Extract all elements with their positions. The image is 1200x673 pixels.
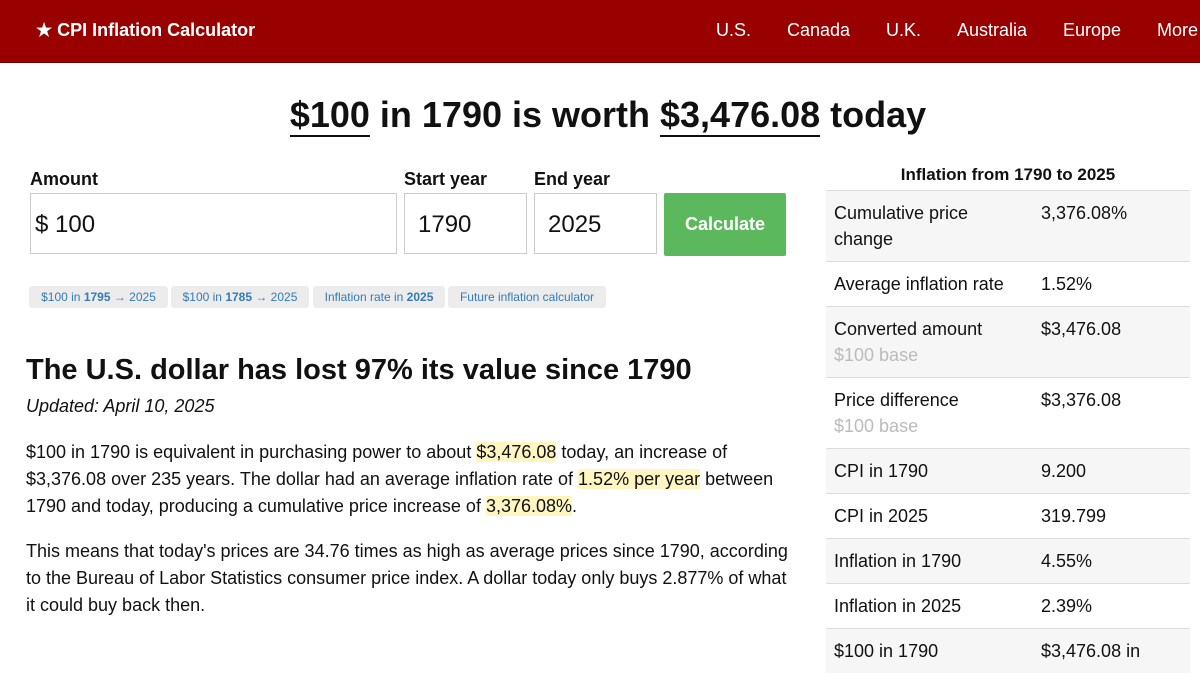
- nav-link[interactable]: More: [1157, 20, 1198, 41]
- value-text: 1.52%: [1041, 274, 1092, 294]
- label-text: $100 in 1790: [834, 641, 938, 661]
- table-row: CPI in 1790 9.200: [826, 449, 1190, 494]
- value-text: 3,376.08%: [1041, 203, 1127, 223]
- nav-link[interactable]: U.S.: [716, 20, 751, 41]
- nav-link[interactable]: Australia: [957, 20, 1027, 41]
- row-value: 4.55%: [1033, 539, 1190, 584]
- text: This means that today's prices are 34.76…: [26, 541, 788, 615]
- chip-text: → 2025: [252, 290, 297, 304]
- chip-text: 1795: [84, 290, 111, 304]
- headline: $100 in 1790 is worth $3,476.08 today: [0, 94, 1200, 136]
- label-text: CPI in 1790: [834, 461, 928, 481]
- headline-text: today: [820, 94, 926, 135]
- updated: Updated: April 10, 2025: [26, 396, 214, 417]
- value-text: 4.55%: [1041, 551, 1092, 571]
- table-row: Converted amount $100 base $3,476.08: [826, 307, 1190, 378]
- row-value: $3,476.08 in: [1033, 629, 1190, 673]
- chip-text: 2025: [407, 290, 434, 304]
- end-input[interactable]: 2025: [534, 193, 657, 254]
- paragraph: $100 in 1790 is equivalent in purchasing…: [26, 439, 796, 520]
- nav-link[interactable]: U.K.: [886, 20, 921, 41]
- paragraph: This means that today's prices are 34.76…: [26, 538, 796, 619]
- sub-label: $100 base: [834, 413, 1025, 439]
- body: {"header":{"brand":"★ CPI Inflation Calc…: [0, 0, 1200, 630]
- highlight: 3,376.08%: [486, 496, 572, 516]
- row-value: 9.200: [1033, 449, 1190, 494]
- row-value: 2.39%: [1033, 584, 1190, 629]
- sidebar-title: Inflation from 1790 to 2025: [826, 165, 1190, 185]
- table-row: CPI in 2025 319.799: [826, 494, 1190, 539]
- amount-value: 100: [55, 211, 95, 238]
- value-text: 319.799: [1041, 506, 1106, 526]
- table-row: Price difference $100 base $3,376.08: [826, 378, 1190, 449]
- headline-value: $3,476.08: [660, 94, 820, 137]
- value-text: $3,376.08: [1041, 390, 1121, 410]
- calculate-button[interactable]: Calculate: [664, 193, 786, 256]
- value-text: 2.39%: [1041, 596, 1092, 616]
- quick-link[interactable]: $100 in 1785 → 2025: [171, 286, 309, 308]
- end-label: End year: [534, 169, 610, 190]
- sub-label: $100 base: [834, 342, 1025, 368]
- quick-link[interactable]: $100 in 1795 → 2025: [29, 286, 168, 308]
- row-value: 1.52%: [1033, 262, 1190, 307]
- summary-table: Cumulative price change 3,376.08% Average …: [826, 190, 1190, 673]
- row-value: $3,476.08: [1033, 307, 1190, 378]
- value-text: 9.200: [1041, 461, 1086, 481]
- amount-input[interactable]: $ 100: [30, 193, 397, 254]
- highlight: 1.52% per year: [578, 469, 700, 489]
- currency: $: [35, 211, 48, 238]
- row-value: 319.799: [1033, 494, 1190, 539]
- chip-text: $100 in: [183, 290, 226, 304]
- label-text: Average inflation rate: [834, 274, 1004, 294]
- label-text: Price difference: [834, 390, 959, 410]
- article-heading: The U.S. dollar has lost 97% its value s…: [26, 354, 692, 387]
- table-row: Cumulative price change 3,376.08%: [826, 191, 1190, 262]
- headline-amount: $100: [290, 94, 370, 137]
- label-text: Cumulative price change: [834, 203, 968, 249]
- row-label: Price difference $100 base: [826, 378, 1033, 449]
- row-label: Average inflation rate: [826, 262, 1033, 307]
- chip-text: Future inflation calculator: [460, 290, 594, 304]
- headline-text: in 1790 is worth: [370, 94, 660, 135]
- value-text: $3,476.08 in: [1041, 641, 1140, 661]
- row-label: CPI in 2025: [826, 494, 1033, 539]
- row-label: CPI in 1790: [826, 449, 1033, 494]
- chip-text: 1785: [225, 290, 252, 304]
- label-text: Inflation in 2025: [834, 596, 961, 616]
- table-row: $100 in 1790 $3,476.08 in: [826, 629, 1190, 673]
- brand-link[interactable]: ★ CPI Inflation Calculator: [36, 20, 255, 41]
- amount-label: Amount: [30, 169, 98, 190]
- value-text: $3,476.08: [1041, 319, 1121, 339]
- table-row: Average inflation rate 1.52%: [826, 262, 1190, 307]
- quick-link[interactable]: Inflation rate in 2025: [313, 286, 445, 308]
- quick-link[interactable]: Future inflation calculator: [448, 286, 606, 308]
- row-value: $3,376.08: [1033, 378, 1190, 449]
- row-label: Cumulative price change: [826, 191, 1033, 262]
- start-input[interactable]: 1790: [404, 193, 527, 254]
- table-row: Inflation in 1790 4.55%: [826, 539, 1190, 584]
- text: .: [572, 496, 577, 516]
- row-label: Inflation in 2025: [826, 584, 1033, 629]
- highlight: $3,476.08: [476, 442, 556, 462]
- nav-link[interactable]: Canada: [787, 20, 850, 41]
- chip-text: $100 in: [41, 290, 84, 304]
- label-text: CPI in 2025: [834, 506, 928, 526]
- label-text: Inflation in 1790: [834, 551, 961, 571]
- row-label: Inflation in 1790: [826, 539, 1033, 584]
- text: $100 in 1790 is equivalent in purchasing…: [26, 442, 476, 462]
- nav-link[interactable]: Europe: [1063, 20, 1121, 41]
- chip-text: → 2025: [111, 290, 156, 304]
- label-text: Converted amount: [834, 319, 982, 339]
- row-label: Converted amount $100 base: [826, 307, 1033, 378]
- row-value: 3,376.08%: [1033, 191, 1190, 262]
- page: CPI Inflation Calculator html, body { ma…: [0, 0, 1200, 630]
- start-label: Start year: [404, 169, 487, 190]
- chip-text: Inflation rate in: [325, 290, 407, 304]
- row-label: $100 in 1790: [826, 629, 1033, 673]
- table-row: Inflation in 2025 2.39%: [826, 584, 1190, 629]
